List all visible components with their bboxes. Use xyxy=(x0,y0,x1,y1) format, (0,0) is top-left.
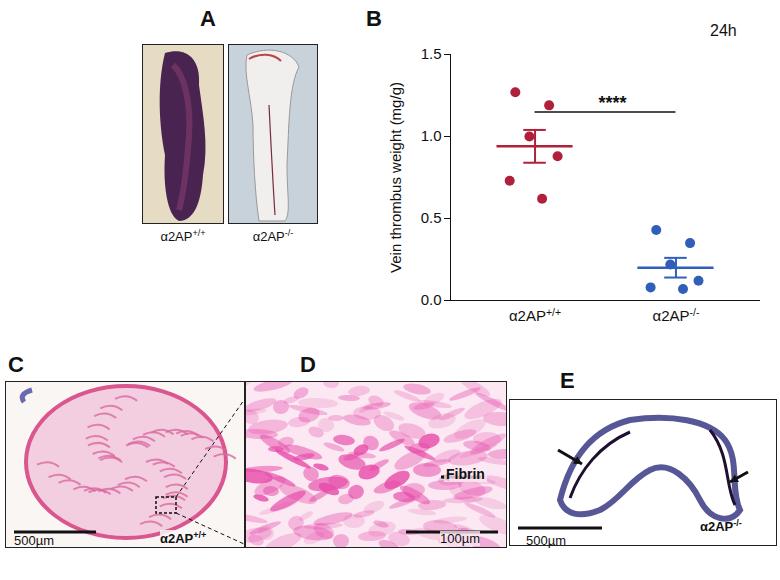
svg-text:0.0: 0.0 xyxy=(421,291,442,308)
svg-text:0.5: 0.5 xyxy=(421,209,442,226)
svg-text:α2AP+/+: α2AP+/+ xyxy=(509,306,561,324)
html-text:24h: 24h xyxy=(710,22,737,39)
svg-text:****: **** xyxy=(599,93,627,113)
html-text:A: A xyxy=(200,6,216,31)
html-text:100µm: 100µm xyxy=(440,531,480,546)
html-text:500µm: 500µm xyxy=(526,533,566,548)
svg-text:1.5: 1.5 xyxy=(421,45,442,62)
html-text:α2AP+/+: α2AP+/+ xyxy=(160,530,207,547)
html-text:C: C xyxy=(8,352,24,377)
html-text:500µm: 500µm xyxy=(14,533,54,548)
html-text:α2AP-/-: α2AP-/- xyxy=(252,228,294,245)
svg-text:α2AP-/-: α2AP-/- xyxy=(652,306,699,324)
html-text:B: B xyxy=(366,6,382,31)
html-text:E: E xyxy=(560,368,575,393)
html-text:α2AP+/+: α2AP+/+ xyxy=(160,228,206,245)
svg-text:Vein thrombus weight (mg/g): Vein thrombus weight (mg/g) xyxy=(387,82,404,273)
svg-text:1.0: 1.0 xyxy=(421,127,442,144)
html-text:D: D xyxy=(300,352,316,377)
html-text:Fibrin: Fibrin xyxy=(446,466,485,482)
html-text:α2AP-/-: α2AP-/- xyxy=(700,518,742,535)
